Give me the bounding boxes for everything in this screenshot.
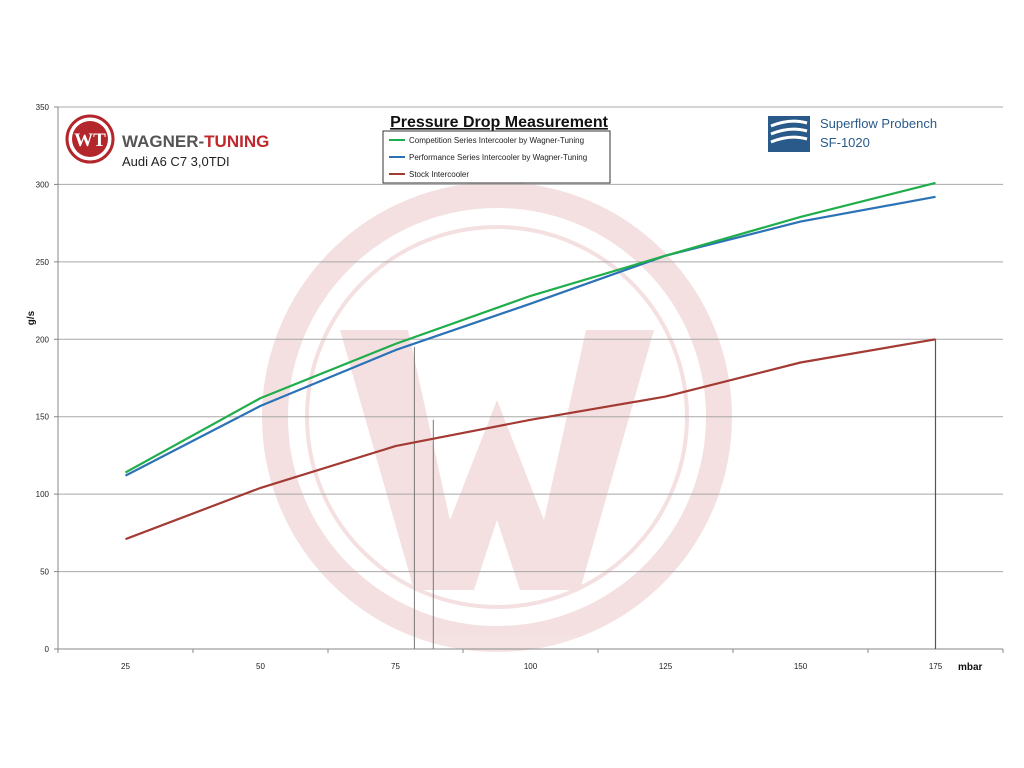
vehicle-subtitle: Audi A6 C7 3,0TDI — [122, 154, 230, 169]
x-tick-label: 50 — [256, 662, 265, 671]
y-tick-label: 250 — [36, 258, 50, 267]
y-tick-label: 200 — [36, 335, 50, 344]
y-tick-label: 0 — [45, 645, 50, 654]
bench-name: Superflow Probench — [820, 116, 937, 131]
y-tick-label: 300 — [36, 180, 50, 189]
series-lines — [124, 181, 936, 541]
x-tick-label: 150 — [794, 662, 808, 671]
bench-model: SF-1020 — [820, 135, 870, 150]
x-tick-label: 25 — [121, 662, 130, 671]
legend-label: Competition Series Intercooler by Wagner… — [409, 136, 584, 145]
x-tick-label: 175 — [929, 662, 943, 671]
x-tick-label: 75 — [391, 662, 400, 671]
series-line-2 — [124, 195, 936, 477]
x-tick-label: 125 — [659, 662, 673, 671]
legend-label: Performance Series Intercooler by Wagner… — [409, 153, 587, 162]
drop-lines — [413, 339, 937, 649]
wt-logo-icon: WT — [65, 114, 115, 164]
x-tick-labels: 25 50 75 100 125 150 175 — [121, 662, 943, 671]
y-tick-label: 150 — [36, 413, 50, 422]
x-tick-label: 100 — [524, 662, 538, 671]
legend: Competition Series Intercooler by Wagner… — [382, 130, 611, 184]
y-axis-unit: g/s — [26, 310, 37, 325]
superflow-logo-icon — [768, 116, 810, 152]
y-tick-label: 350 — [36, 103, 50, 112]
y-tick-label: 50 — [40, 568, 49, 577]
bench-block: Superflow Probench SF-1020 — [768, 116, 937, 152]
chart-title: Pressure Drop Measurement — [390, 114, 609, 131]
series-line-3 — [125, 338, 936, 541]
gridlines — [58, 106, 1003, 573]
y-tick-label: 100 — [36, 490, 50, 499]
svg-text:WT: WT — [74, 130, 106, 151]
brand-block: WT WAGNER-TUNING Audi A6 C7 3,0TDI — [65, 114, 269, 169]
x-axis-unit: mbar — [958, 662, 983, 673]
y-tick-labels: 0 50 100 150 200 250 300 350 — [36, 103, 50, 654]
legend-label: Stock Intercooler — [409, 170, 469, 179]
series-line-1 — [124, 181, 936, 474]
brand-name: WAGNER-TUNING — [122, 132, 269, 151]
axes — [54, 106, 1004, 653]
